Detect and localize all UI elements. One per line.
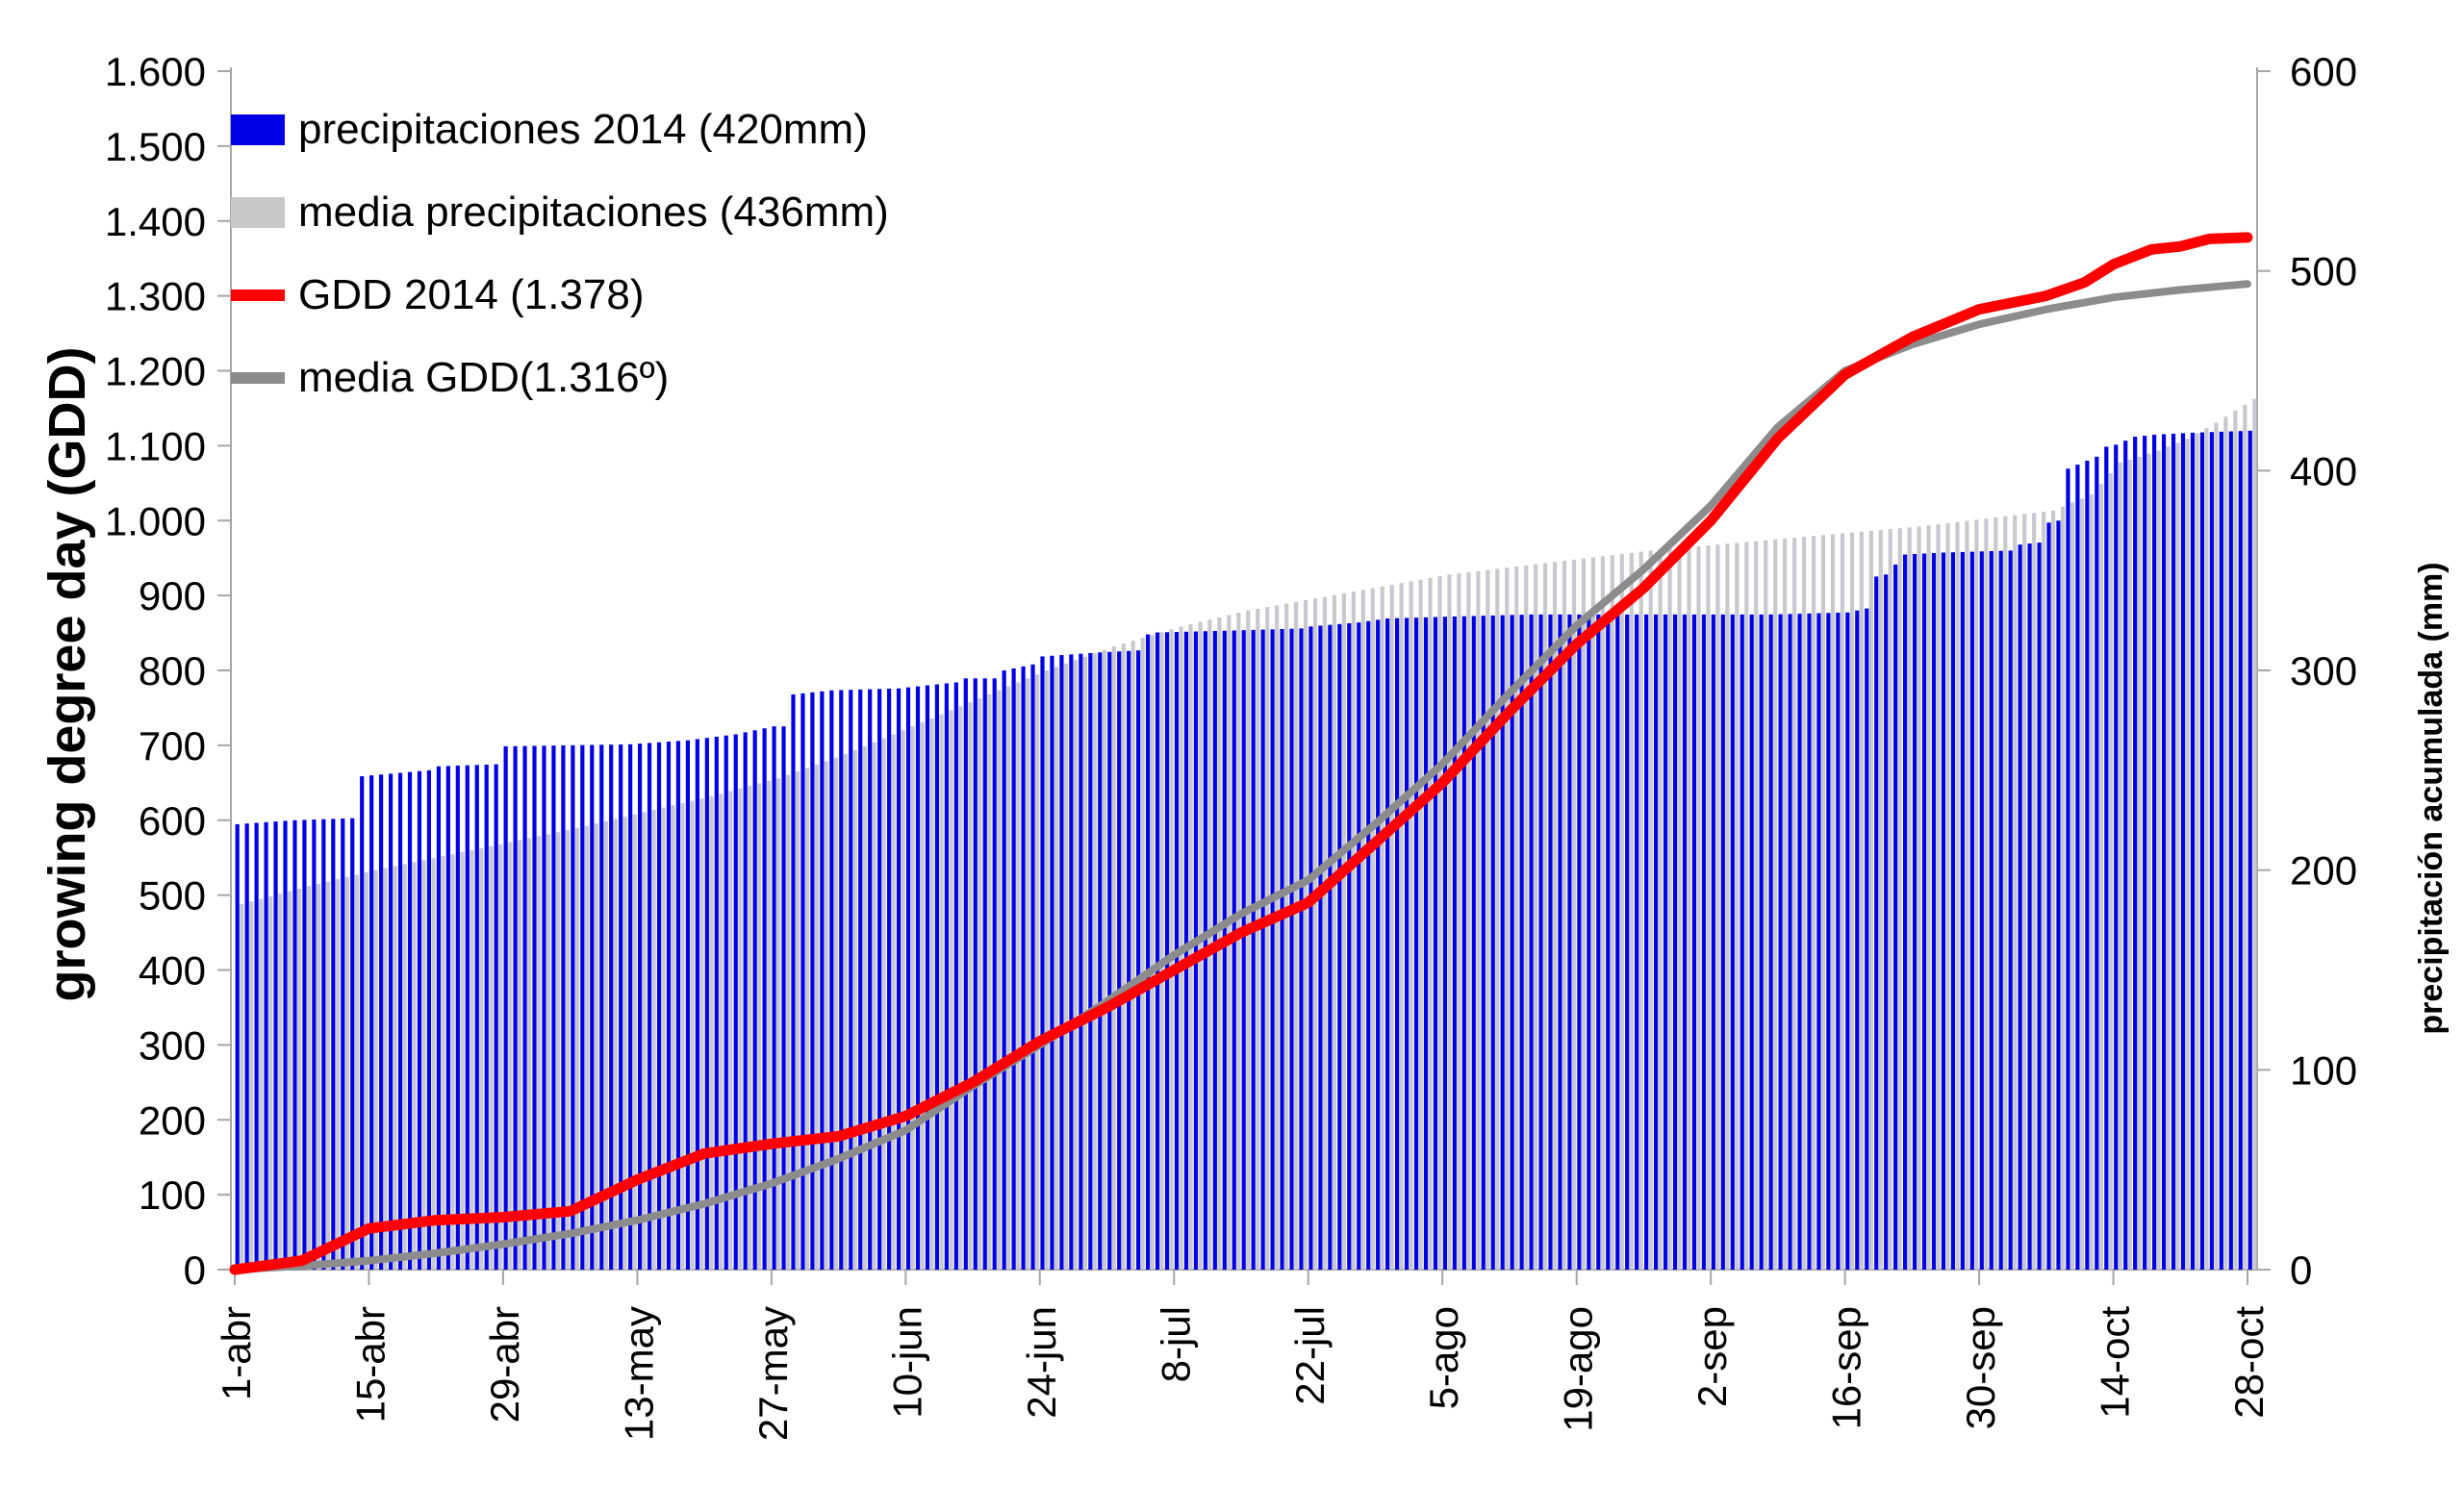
left-axis-ticks: 0 100 200 300 400 500 600 700 800 900 1.000 1.100 1.… xyxy=(105,49,231,1293)
left-tick-label: 900 xyxy=(139,573,206,618)
left-tick-label: 300 xyxy=(139,1022,206,1068)
left-tick-label: 1.500 xyxy=(105,124,206,169)
x-axis-ticks: 1-abr 15-abr 29-abr 13-may 27-may 10-jun 24-ju… xyxy=(214,1270,2272,1441)
left-tick-label: 400 xyxy=(139,948,206,994)
left-tick-label: 500 xyxy=(139,873,206,919)
right-tick-label: 0 xyxy=(2290,1247,2312,1293)
legend-swatch-icon xyxy=(231,197,285,228)
x-tick-label: 27-may xyxy=(750,1306,796,1441)
left-tick-label: 200 xyxy=(139,1097,206,1143)
left-tick-label: 100 xyxy=(139,1172,206,1218)
legend-label: GDD 2014 (1.378) xyxy=(298,271,645,318)
left-tick-label: 0 xyxy=(184,1247,206,1293)
right-axis-ticks: 0 100 200 300 400 500 600 xyxy=(2257,49,2357,1293)
x-tick-label: 30-sep xyxy=(1958,1306,2003,1429)
legend-swatch-icon xyxy=(231,290,285,301)
x-tick-label: 19-ago xyxy=(1556,1306,1601,1432)
x-tick-label: 24-jun xyxy=(1019,1306,1064,1419)
left-tick-label: 1.600 xyxy=(105,49,206,94)
legend-item-1: precipitaciones 2014 (420mm) xyxy=(231,88,889,171)
x-tick-label: 15-abr xyxy=(347,1306,393,1423)
x-tick-label: 28-oct xyxy=(2226,1306,2272,1419)
legend-swatch-icon xyxy=(231,372,285,384)
media-gdd-line xyxy=(231,280,2251,1273)
x-tick-label: 13-may xyxy=(616,1306,661,1441)
legend-item-4: media GDD(1.316º) xyxy=(231,337,889,419)
left-tick-label: 1.200 xyxy=(105,349,206,394)
media-precip-bars xyxy=(240,398,2257,1271)
x-tick-label: 5-ago xyxy=(1421,1306,1466,1409)
legend-label: precipitaciones 2014 (420mm) xyxy=(298,106,868,153)
gdd-2014-line xyxy=(229,232,2253,1275)
right-tick-label: 100 xyxy=(2290,1047,2357,1093)
legend-swatch-icon xyxy=(231,114,285,145)
right-axis-title: precipitación acumulada (mm) xyxy=(2413,562,2450,1035)
left-tick-label: 700 xyxy=(139,723,206,769)
left-tick-label: 1.400 xyxy=(105,199,206,244)
precip-2014-bars xyxy=(235,430,2252,1271)
right-tick-label: 400 xyxy=(2290,448,2357,493)
left-tick-label: 1.300 xyxy=(105,274,206,319)
x-tick-label: 1-abr xyxy=(214,1306,259,1400)
left-tick-label: 800 xyxy=(139,648,206,693)
legend-item-3: GDD 2014 (1.378) xyxy=(231,254,889,337)
right-tick-label: 500 xyxy=(2290,249,2357,294)
left-tick-label: 600 xyxy=(139,798,206,844)
legend-item-2: media precipitaciones (436mm) xyxy=(231,171,889,254)
x-tick-label: 16-sep xyxy=(1824,1306,1869,1429)
left-axis-title: growing degree day (GDD) xyxy=(38,346,96,1002)
x-tick-label: 29-abr xyxy=(482,1306,527,1423)
chart-legend: precipitaciones 2014 (420mm) media precip… xyxy=(231,88,889,419)
x-tick-label: 22-jul xyxy=(1287,1306,1333,1405)
right-tick-label: 600 xyxy=(2290,49,2357,94)
x-tick-label: 8-jul xyxy=(1153,1306,1198,1382)
x-tick-label: 2-sep xyxy=(1689,1306,1735,1407)
x-tick-label: 14-oct xyxy=(2093,1306,2138,1419)
right-tick-label: 300 xyxy=(2290,648,2357,693)
left-tick-label: 1.000 xyxy=(105,498,206,543)
legend-label: media precipitaciones (436mm) xyxy=(298,189,889,236)
legend-label: media GDD(1.316º) xyxy=(298,354,670,401)
x-tick-label: 10-jun xyxy=(884,1306,929,1419)
left-tick-label: 1.100 xyxy=(105,423,206,468)
right-tick-label: 200 xyxy=(2290,848,2357,894)
